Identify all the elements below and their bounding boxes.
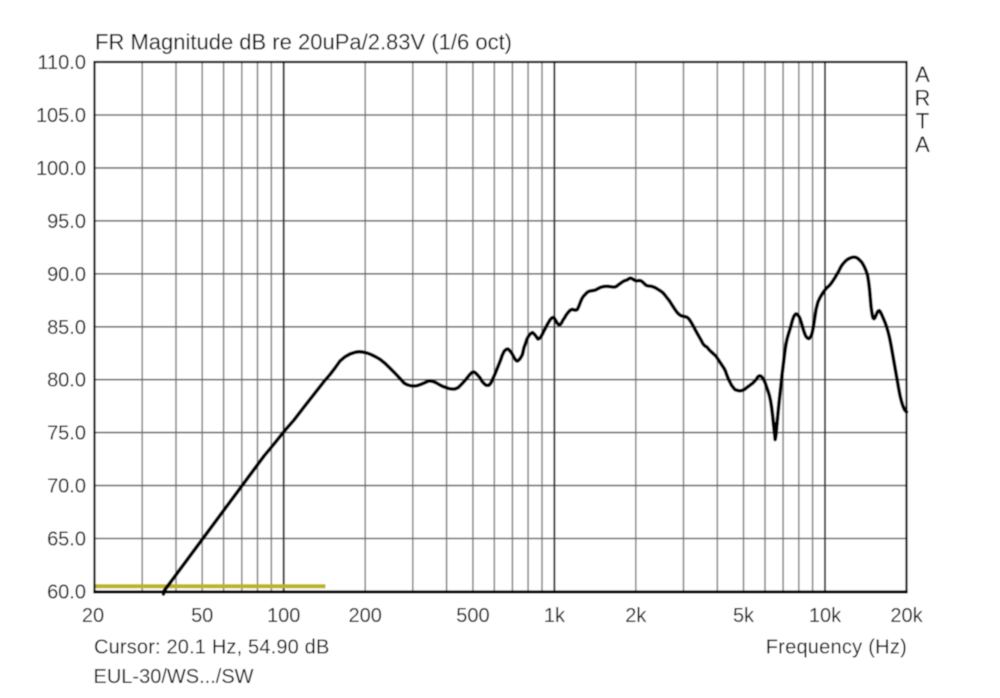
svg-text:EUL-30/WS.../SW: EUL-30/WS.../SW	[94, 666, 254, 688]
svg-text:60.0: 60.0	[47, 582, 86, 604]
svg-text:500: 500	[456, 605, 489, 627]
svg-text:T: T	[916, 109, 929, 134]
svg-text:1k: 1k	[544, 605, 566, 627]
svg-text:90.0: 90.0	[47, 264, 86, 286]
svg-text:80.0: 80.0	[47, 370, 86, 392]
svg-text:FR Magnitude dB re 20uPa/2.83V: FR Magnitude dB re 20uPa/2.83V (1/6 oct)	[95, 30, 512, 55]
svg-text:85.0: 85.0	[47, 317, 86, 339]
svg-text:Cursor: 20.1 Hz, 54.90 dB: Cursor: 20.1 Hz, 54.90 dB	[94, 637, 329, 659]
svg-text:A: A	[915, 62, 930, 87]
svg-text:20: 20	[82, 605, 104, 627]
svg-text:110.0: 110.0	[37, 52, 86, 74]
svg-text:50: 50	[191, 605, 213, 627]
svg-text:95.0: 95.0	[47, 211, 86, 233]
svg-text:2k: 2k	[625, 605, 647, 627]
svg-text:10k: 10k	[809, 605, 842, 627]
svg-text:5k: 5k	[733, 605, 755, 627]
svg-text:65.0: 65.0	[47, 529, 86, 551]
svg-text:105.0: 105.0	[36, 105, 86, 127]
svg-text:R: R	[915, 85, 931, 110]
svg-text:200: 200	[349, 605, 382, 627]
svg-text:Frequency (Hz): Frequency (Hz)	[766, 637, 907, 659]
svg-text:100: 100	[267, 605, 300, 627]
svg-text:100.0: 100.0	[36, 158, 86, 180]
svg-text:A: A	[915, 132, 930, 157]
svg-text:20k: 20k	[890, 605, 923, 627]
svg-text:70.0: 70.0	[47, 476, 86, 498]
svg-text:75.0: 75.0	[47, 423, 86, 445]
